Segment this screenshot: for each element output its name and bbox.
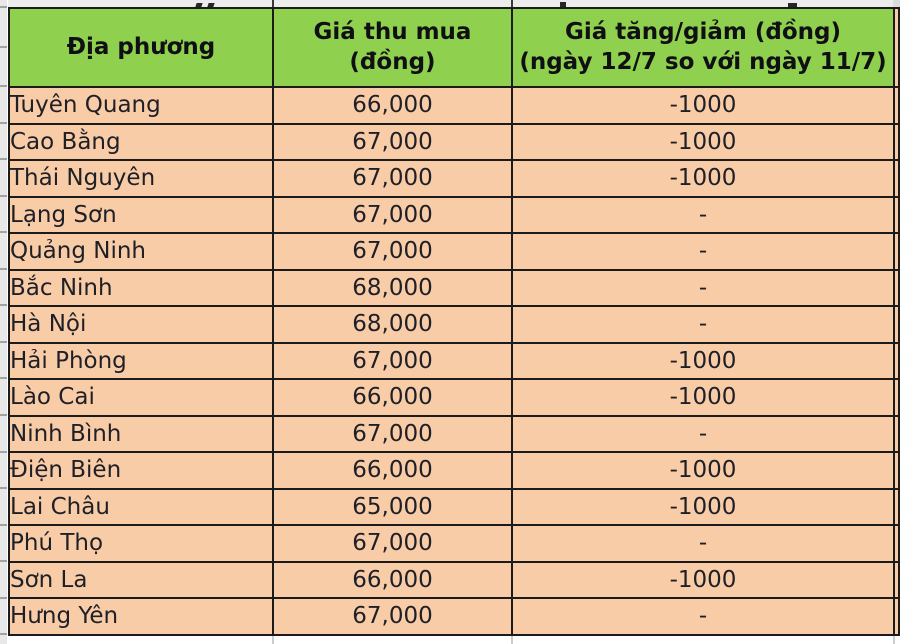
table-row: Tuyên Quang 66,000 -1000 [8, 86, 900, 125]
table-row: Sơn La 66,000 -1000 [8, 560, 900, 599]
cut-column-cell [893, 122, 900, 161]
cell-province[interactable]: Lào Cai [8, 378, 274, 417]
table-row: Hà Nội 68,000 - [8, 305, 900, 344]
cell-province[interactable]: Quảng Ninh [8, 232, 274, 271]
cut-column-cell [893, 268, 900, 307]
cell-price[interactable]: 67,000 [272, 524, 513, 563]
cut-column-cell [893, 86, 900, 125]
cut-column-cell [893, 195, 900, 234]
cell-price[interactable]: 67,000 [272, 159, 513, 198]
cell-change[interactable]: - [511, 414, 895, 453]
column-border-stub [272, 0, 274, 7]
cell-price[interactable]: 67,000 [272, 232, 513, 271]
cell-province[interactable]: Sơn La [8, 560, 274, 599]
cut-column-cell [893, 524, 900, 563]
header-price-line2: (đồng) [349, 48, 436, 75]
cropped-corner [893, 0, 900, 7]
cell-change[interactable]: -1000 [511, 451, 895, 490]
cell-province[interactable]: Tuyên Quang [8, 86, 274, 125]
cell-price[interactable]: 65,000 [272, 487, 513, 526]
table-row: Phú Thọ 67,000 - [8, 524, 900, 563]
cut-column-cell [893, 378, 900, 417]
cell-price[interactable]: 67,000 [272, 597, 513, 636]
cell-price[interactable]: 66,000 [272, 451, 513, 490]
cell-price[interactable]: 66,000 [272, 86, 513, 125]
cell-change[interactable]: -1000 [511, 487, 895, 526]
table-row: Thái Nguyên 67,000 -1000 [8, 159, 900, 198]
cut-column-cell [893, 159, 900, 198]
empty-row-below [8, 636, 900, 644]
header-province[interactable]: Địa phương [8, 7, 274, 88]
cell-province[interactable]: Lạng Sơn [8, 195, 274, 234]
cell-change[interactable]: - [511, 305, 895, 344]
table-row: Hưng Yên 67,000 - [8, 597, 900, 636]
header-change-line2: (ngày 12/7 so với ngày 11/7) [519, 48, 887, 75]
cell-province[interactable]: Điện Biên [8, 451, 274, 490]
cut-column-cell [893, 232, 900, 271]
header-price-line1: Giá thu mua [313, 19, 472, 46]
cell-change[interactable]: -1000 [511, 159, 895, 198]
cell-price[interactable]: 67,000 [272, 414, 513, 453]
table-row: Lai Châu 65,000 -1000 [8, 487, 900, 526]
cut-column-header [893, 7, 900, 88]
table-row: Lào Cai 66,000 -1000 [8, 378, 900, 417]
cell-price[interactable]: 67,000 [272, 341, 513, 380]
cut-column-cell [893, 560, 900, 599]
cell-change[interactable]: -1000 [511, 560, 895, 599]
gridline [511, 636, 513, 644]
cell-change[interactable]: - [511, 597, 895, 636]
cut-column-cell [893, 305, 900, 344]
cell-price[interactable]: 68,000 [272, 268, 513, 307]
cell-province[interactable]: Cao Bằng [8, 122, 274, 161]
row-header-gutter [0, 0, 8, 644]
cell-province[interactable]: Phú Thọ [8, 524, 274, 563]
header-price[interactable]: Giá thu mua (đồng) [272, 7, 513, 88]
cell-change[interactable]: - [511, 524, 895, 563]
cell-change[interactable]: -1000 [511, 86, 895, 125]
cell-province[interactable]: Thái Nguyên [8, 159, 274, 198]
cell-province[interactable]: Bắc Ninh [8, 268, 274, 307]
cell-change[interactable]: - [511, 195, 895, 234]
cell-price[interactable]: 68,000 [272, 305, 513, 344]
cell-province[interactable]: Hải Phòng [8, 341, 274, 380]
price-table: Địa phương Giá thu mua (đồng) Giá tăng/g… [8, 7, 900, 636]
table-row: Lạng Sơn 67,000 - [8, 195, 900, 234]
cropped-text-mark [788, 3, 797, 7]
column-border-stub [511, 0, 513, 7]
cut-column-cell [893, 487, 900, 526]
cell-price[interactable]: 67,000 [272, 195, 513, 234]
table-row: Quảng Ninh 67,000 - [8, 232, 900, 271]
cell-change[interactable]: - [511, 268, 895, 307]
cell-province[interactable]: Lai Châu [8, 487, 274, 526]
gridline [893, 636, 895, 644]
cut-column-cell [893, 451, 900, 490]
cut-column-cell [893, 341, 900, 380]
header-change-line1: Giá tăng/giảm (đồng) [564, 19, 841, 46]
cell-province[interactable]: Hưng Yên [8, 597, 274, 636]
cropped-row-above [8, 0, 893, 7]
cell-price[interactable]: 66,000 [272, 378, 513, 417]
cut-column-cell [893, 414, 900, 453]
cell-price[interactable]: 66,000 [272, 560, 513, 599]
header-province-label: Địa phương [66, 33, 216, 60]
table-row: Ninh Bình 67,000 - [8, 414, 900, 453]
table-row: Hải Phòng 67,000 -1000 [8, 341, 900, 380]
cell-province[interactable]: Ninh Bình [8, 414, 274, 453]
table-row: Cao Bằng 67,000 -1000 [8, 122, 900, 161]
header-change[interactable]: Giá tăng/giảm (đồng) (ngày 12/7 so với n… [511, 7, 895, 88]
cut-column-cell [893, 597, 900, 636]
cell-change[interactable]: -1000 [511, 341, 895, 380]
header-row: Địa phương Giá thu mua (đồng) Giá tăng/g… [8, 7, 900, 88]
cell-change[interactable]: -1000 [511, 122, 895, 161]
cell-province[interactable]: Hà Nội [8, 305, 274, 344]
cell-change[interactable]: - [511, 232, 895, 271]
table-row: Bắc Ninh 68,000 - [8, 268, 900, 307]
cell-price[interactable]: 67,000 [272, 122, 513, 161]
gridline [272, 636, 274, 644]
cell-change[interactable]: -1000 [511, 378, 895, 417]
table-row: Điện Biên 66,000 -1000 [8, 451, 900, 490]
cropped-text-mark [560, 2, 566, 7]
